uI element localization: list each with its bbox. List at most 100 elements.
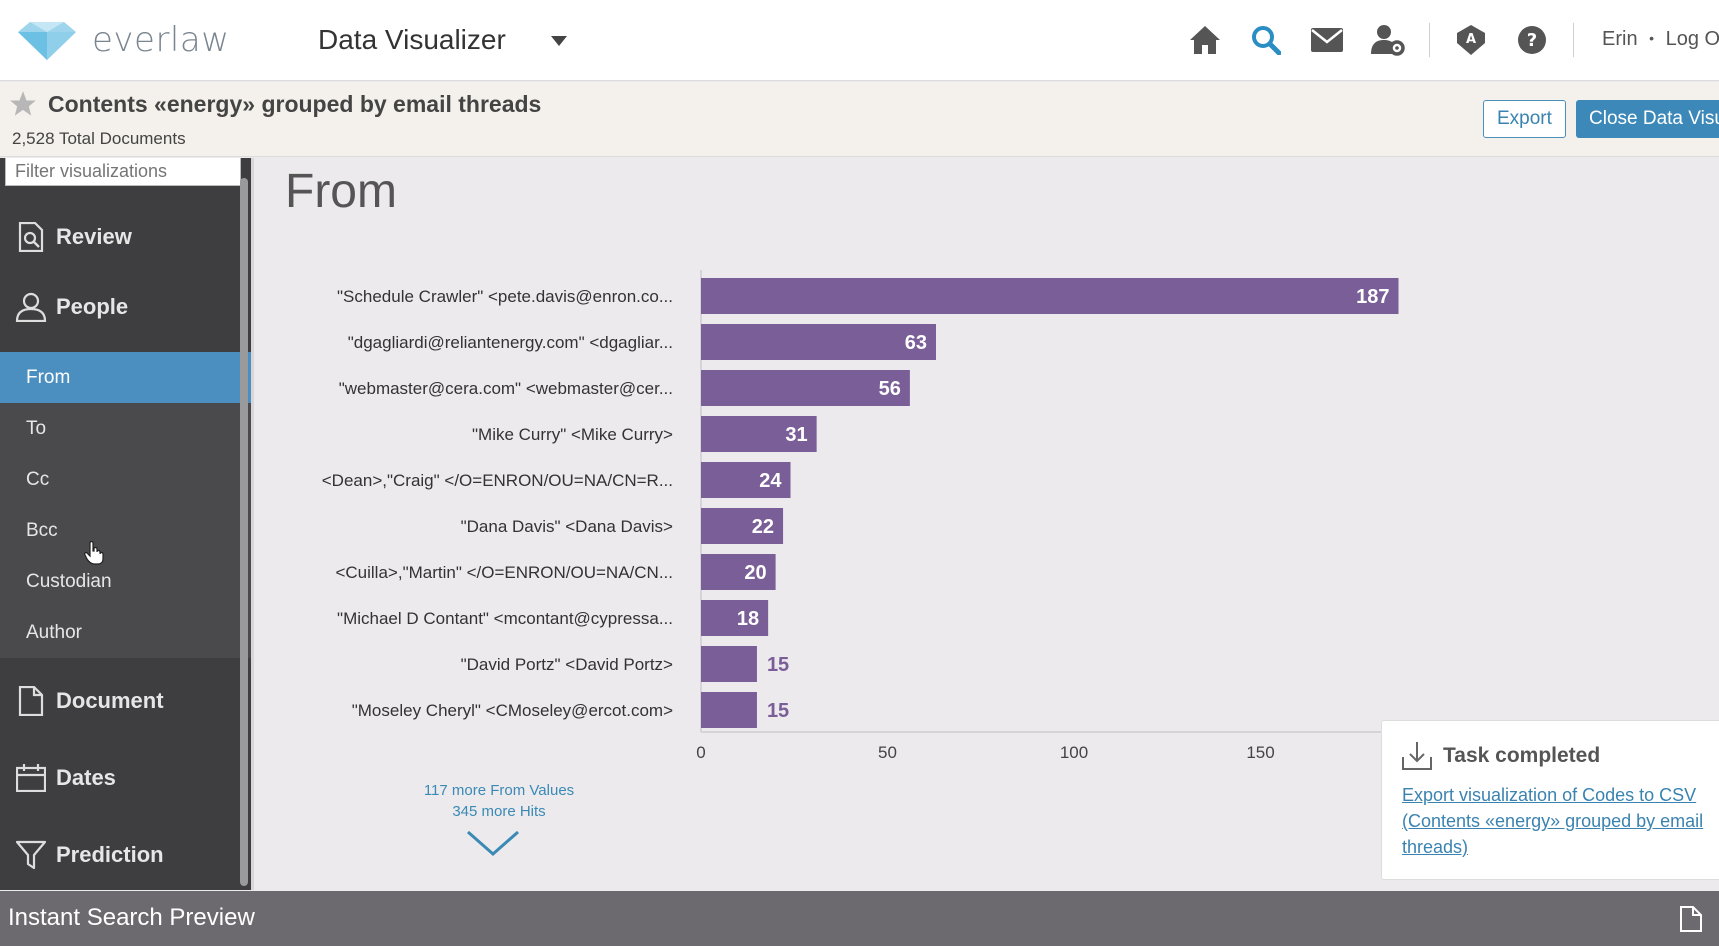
- visualization-sidebar: Review People From To Cc Bcc Custodian A…: [0, 158, 251, 890]
- messages-button[interactable]: [1307, 20, 1347, 60]
- download-icon: [1402, 742, 1432, 770]
- sidebar-section-review[interactable]: Review: [0, 202, 251, 272]
- chart-title: From: [285, 165, 397, 218]
- bar-value-label: 63: [905, 332, 927, 354]
- sidebar-item-custodian[interactable]: Custodian: [0, 556, 251, 607]
- sidebar-item-bcc[interactable]: Bcc: [0, 505, 251, 556]
- user-separator: •: [1649, 30, 1655, 46]
- sidebar-section-dates[interactable]: Dates: [0, 743, 251, 813]
- app-switcher-dropdown[interactable]: [548, 30, 570, 52]
- x-tick-label: 150: [1246, 743, 1274, 762]
- nav-separator: [1573, 23, 1574, 57]
- x-tick-label: 0: [696, 743, 705, 762]
- logo-diamond-icon: [18, 22, 76, 60]
- bar-category-label[interactable]: "David Portz" <David Portz>: [461, 655, 673, 674]
- sidebar-section-label: Dates: [56, 765, 116, 790]
- export-csv-link[interactable]: Export visualization of Codes to CSV (Co…: [1402, 785, 1704, 857]
- bar-value-label: 15: [767, 654, 789, 676]
- sidebar-item-from[interactable]: From: [0, 352, 251, 403]
- bar-category-label[interactable]: "dgagliardi@reliantenergy.com" <dgagliar…: [348, 333, 673, 352]
- hand-cursor-icon: [84, 541, 104, 565]
- user-settings-icon: [1371, 25, 1405, 56]
- bar[interactable]: [701, 508, 784, 544]
- expand-chevron-icon[interactable]: [466, 830, 520, 858]
- calendar-icon: [15, 762, 47, 794]
- bar-category-label[interactable]: "webmaster@cera.com" <webmaster@cer...: [339, 379, 673, 398]
- bar[interactable]: [701, 370, 910, 406]
- sidebar-scrollbar[interactable]: [240, 178, 248, 886]
- toast-title: Task completed: [1443, 744, 1601, 767]
- bar[interactable]: [701, 600, 769, 636]
- visualization-header: Contents «energy» grouped by email threa…: [0, 82, 1719, 157]
- favorite-star-button[interactable]: [9, 90, 39, 120]
- help-icon: ?: [1518, 26, 1546, 54]
- home-icon: [1190, 26, 1220, 54]
- user-settings-button[interactable]: [1368, 20, 1408, 60]
- bar-value-label: 24: [759, 470, 782, 492]
- bar[interactable]: [701, 646, 757, 682]
- search-icon: [1252, 26, 1281, 55]
- sidebar-section-label: People: [56, 294, 129, 319]
- nav-separator: [1429, 23, 1430, 57]
- nav-icons: A ?: [1185, 20, 1595, 60]
- sidebar-section-document[interactable]: Document: [0, 666, 251, 736]
- sidebar-section-label: Document: [56, 688, 164, 713]
- bar-category-label[interactable]: "Moseley Cheryl" <CMoseley@ercot.com>: [352, 701, 673, 720]
- bar-category-label[interactable]: "Dana Davis" <Dana Davis>: [461, 517, 673, 536]
- bar-category-label[interactable]: <Dean>,"Craig" </O=ENRON/OU=NA/CN=R...: [322, 471, 673, 490]
- logo-text: everlaw: [92, 20, 230, 60]
- bar-category-label[interactable]: "Schedule Crawler" <pete.davis@enron.co.…: [337, 287, 673, 306]
- sidebar-item-author[interactable]: Author: [0, 607, 251, 658]
- everlaw-logo[interactable]: everlaw: [18, 20, 230, 60]
- search-button[interactable]: [1246, 20, 1286, 60]
- bar-value-label: 56: [879, 378, 901, 400]
- from-bar-chart: "Schedule Crawler" <pete.davis@enron.co.…: [322, 270, 1719, 762]
- bar-category-label[interactable]: <Cuilla>,"Martin" </O=ENRON/OU=NA/CN...: [335, 563, 673, 582]
- bar-value-label: 15: [767, 700, 789, 722]
- assignment-icon: A: [1457, 25, 1485, 55]
- bar-category-label[interactable]: "Michael D Contant" <mcontant@cypressa..…: [337, 609, 673, 628]
- more-links: 117 more From Values 345 more Hits: [394, 780, 604, 822]
- bar[interactable]: [701, 324, 936, 360]
- sidebar-section-people[interactable]: People: [0, 272, 251, 342]
- bar-value-label: 31: [785, 424, 807, 446]
- caret-down-icon: [551, 36, 567, 46]
- sidebar-item-to[interactable]: To: [0, 403, 251, 454]
- bar-value-label: 22: [752, 516, 774, 538]
- sidebar-section-label: Review: [56, 224, 132, 249]
- bar[interactable]: [701, 554, 776, 590]
- svg-text:A: A: [1466, 32, 1476, 47]
- more-hits-link[interactable]: 345 more Hits: [452, 803, 546, 820]
- task-completed-toast: Task completed Export visualization of C…: [1381, 720, 1719, 880]
- filter-visualizations-input[interactable]: [5, 158, 241, 186]
- bar[interactable]: [701, 462, 791, 498]
- app-title: Data Visualizer: [318, 24, 506, 55]
- bar[interactable]: [701, 416, 817, 452]
- logout-link[interactable]: Log Out: [1665, 28, 1719, 50]
- bar-value-label: 18: [737, 608, 759, 630]
- document-preview-icon[interactable]: [1680, 906, 1702, 932]
- star-icon: [10, 91, 36, 116]
- bar-value-label: 20: [744, 562, 766, 584]
- bar[interactable]: [701, 278, 1399, 314]
- user-area: Erin • Log Out: [1602, 28, 1719, 51]
- close-data-visualizer-button[interactable]: Close Data Visualizer: [1576, 100, 1719, 138]
- user-name-link[interactable]: Erin: [1602, 28, 1638, 50]
- toast-header: Task completed: [1401, 741, 1600, 771]
- instant-search-preview-bar[interactable]: Instant Search Preview: [0, 891, 1719, 946]
- x-tick-label: 100: [1060, 743, 1088, 762]
- document-icon: [15, 685, 47, 717]
- export-button[interactable]: Export: [1483, 100, 1566, 138]
- mail-icon: [1311, 28, 1343, 52]
- sidebar-section-label: Prediction: [56, 842, 164, 867]
- assignments-button[interactable]: A: [1451, 20, 1491, 60]
- svg-text:?: ?: [1527, 30, 1537, 51]
- bar-category-label[interactable]: "Mike Curry" <Mike Curry>: [472, 425, 673, 444]
- help-button[interactable]: ?: [1512, 20, 1552, 60]
- home-button[interactable]: [1185, 20, 1225, 60]
- instant-search-preview-label: Instant Search Preview: [8, 904, 255, 931]
- sidebar-item-cc[interactable]: Cc: [0, 454, 251, 505]
- sidebar-section-prediction[interactable]: Prediction: [0, 820, 251, 890]
- bar[interactable]: [701, 692, 757, 728]
- more-values-link[interactable]: 117 more From Values: [423, 782, 575, 799]
